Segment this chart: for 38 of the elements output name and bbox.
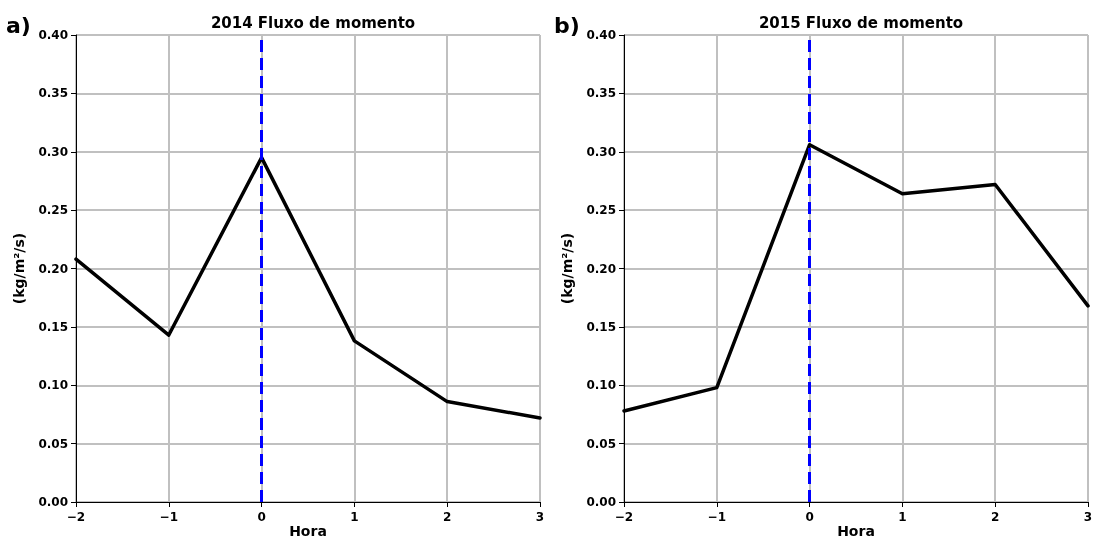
x-tick-label: 0 (257, 510, 266, 524)
y-tick-label: 0.10 (38, 378, 68, 393)
chart-title: 2015 Fluxo de momento (758, 13, 964, 32)
y-tick-label: 0.15 (586, 319, 616, 334)
y-tick-label: 0.40 (586, 28, 616, 42)
x-tick-label: −2 (66, 510, 86, 524)
x-tick-label: −2 (614, 510, 634, 524)
y-axis-title: (kg/m²/s) (559, 232, 575, 305)
y-tick-label: 0.35 (586, 86, 616, 101)
x-tick-label: 2 (991, 510, 1000, 524)
x-tick-label: 3 (1083, 510, 1093, 524)
x-tick-label: 3 (535, 510, 545, 524)
y-tick-label: 0.15 (38, 319, 68, 334)
y-tick-label: 0.35 (38, 86, 68, 101)
x-tick-label: 0 (805, 510, 814, 524)
y-tick-label: 0.30 (586, 144, 616, 159)
x-axis-title: Hora (837, 523, 875, 539)
x-axis-title: Hora (289, 523, 327, 539)
y-tick-label: 0.05 (586, 436, 616, 451)
x-tick-label: −1 (159, 510, 178, 524)
text: a) (6, 12, 31, 38)
y-tick-label: 0.05 (38, 436, 68, 451)
y-tick-label: 0.10 (586, 378, 616, 393)
x-tick-label: −1 (707, 510, 726, 524)
y-tick-label: 0.00 (586, 495, 616, 509)
chart-title: 2014 Fluxo de momento (210, 13, 416, 32)
y-axis-title: (kg/m²/s) (11, 232, 27, 305)
y-tick-label: 0.00 (38, 495, 68, 509)
y-tick-label: 0.25 (586, 203, 616, 218)
y-tick-label: 0.20 (38, 261, 68, 276)
y-tick-label: 0.25 (38, 203, 68, 218)
x-tick-label: 1 (350, 510, 359, 524)
y-tick-label: 0.30 (38, 144, 68, 159)
y-tick-label: 0.40 (38, 28, 68, 42)
y-tick-label: 0.20 (586, 261, 616, 276)
text: b) (554, 12, 580, 38)
x-tick-label: 2 (443, 510, 452, 524)
x-tick-label: 1 (898, 510, 907, 524)
